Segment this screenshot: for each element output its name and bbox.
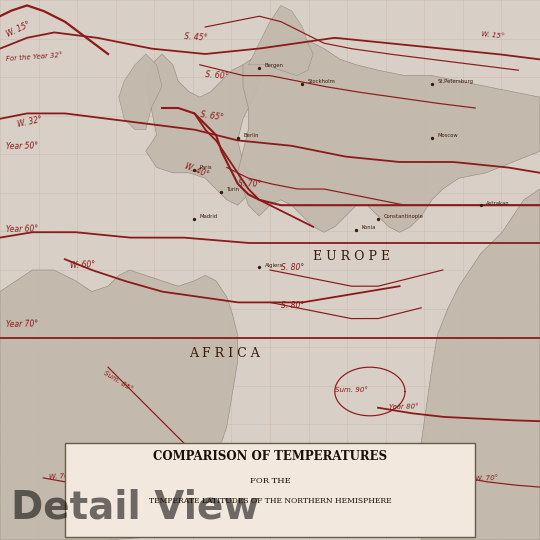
Text: Year 80°: Year 80°	[389, 404, 419, 410]
Text: TEMPERATE LATITUDES OF THE NORTHERN HEMISPHERE: TEMPERATE LATITUDES OF THE NORTHERN HEMI…	[148, 497, 392, 505]
Text: W. 15°: W. 15°	[5, 21, 32, 39]
Text: Year 50°: Year 50°	[5, 141, 38, 151]
Text: Year 70°: Year 70°	[5, 319, 38, 329]
Text: S. 65°: S. 65°	[200, 110, 224, 122]
Text: FOR THE: FOR THE	[249, 477, 291, 485]
Polygon shape	[248, 5, 313, 76]
Polygon shape	[119, 54, 162, 130]
Text: W. 40°: W. 40°	[184, 161, 211, 179]
Text: S. 80°: S. 80°	[281, 301, 304, 309]
Text: Constantinople: Constantinople	[383, 214, 423, 219]
Text: COMPARISON OF TEMPERATURES: COMPARISON OF TEMPERATURES	[153, 450, 387, 463]
Text: S. 70°: S. 70°	[238, 179, 261, 188]
Text: Bergen: Bergen	[265, 63, 284, 68]
Text: S. 60°: S. 60°	[205, 70, 229, 81]
Polygon shape	[421, 189, 540, 540]
Text: Paris: Paris	[200, 165, 212, 171]
Text: W. 70°: W. 70°	[49, 472, 72, 480]
Text: Detail View: Detail View	[11, 489, 259, 526]
Text: Astrakan: Astrakan	[486, 200, 510, 206]
Text: Year 60°: Year 60°	[5, 225, 38, 234]
Text: Sum. 90°: Sum. 90°	[335, 387, 368, 393]
Text: Konia: Konia	[362, 225, 376, 230]
Text: Algiers: Algiers	[265, 262, 283, 268]
Text: Madrid: Madrid	[200, 214, 218, 219]
Polygon shape	[0, 270, 238, 540]
Text: Turin: Turin	[227, 187, 240, 192]
Text: Berlin: Berlin	[243, 133, 259, 138]
Bar	[65, 443, 475, 537]
Text: W. 70°: W. 70°	[475, 474, 499, 482]
Text: Moscow: Moscow	[437, 133, 458, 138]
Polygon shape	[146, 54, 259, 205]
Text: S. 80°: S. 80°	[281, 263, 304, 272]
Text: St.Petersburg: St.Petersburg	[437, 79, 474, 84]
Text: S. 45°: S. 45°	[184, 32, 207, 43]
Text: W. 15°: W. 15°	[481, 31, 504, 39]
Text: For the Year 32°: For the Year 32°	[5, 52, 63, 62]
Text: E U R O P E: E U R O P E	[313, 250, 390, 263]
Text: W. 32°: W. 32°	[16, 114, 43, 129]
Text: Stockholm: Stockholm	[308, 79, 336, 84]
Polygon shape	[238, 38, 540, 232]
Text: A F R I C A: A F R I C A	[189, 347, 260, 360]
Text: Sum. 85°: Sum. 85°	[103, 369, 134, 392]
Text: W. 60°: W. 60°	[70, 260, 96, 269]
